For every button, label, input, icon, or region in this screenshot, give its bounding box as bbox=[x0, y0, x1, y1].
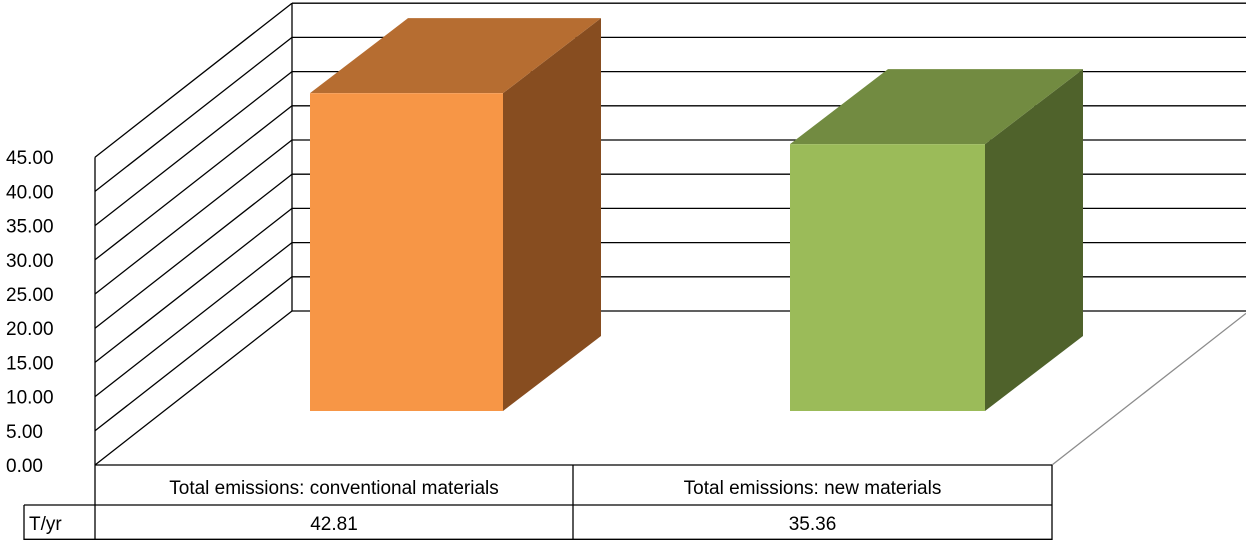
bar-front-face bbox=[310, 93, 503, 412]
side-wall-gridline bbox=[94, 139, 293, 295]
side-wall-gridline bbox=[94, 2, 293, 158]
side-wall-gridline bbox=[94, 173, 293, 329]
data-label: 42.81 bbox=[310, 514, 358, 535]
side-wall-gridline bbox=[94, 105, 293, 261]
bar-top-face bbox=[310, 18, 601, 94]
side-wall-gridline bbox=[94, 36, 293, 192]
floor-edge bbox=[1051, 312, 1246, 466]
y-tick-label: 20.00 bbox=[6, 319, 54, 340]
side-wall-gridline bbox=[94, 310, 293, 466]
category-label: Total emissions: new materials bbox=[684, 478, 942, 499]
y-tick-label: 10.00 bbox=[6, 388, 54, 409]
y-tick-label: 15.00 bbox=[6, 353, 54, 374]
y-tick-label: 5.00 bbox=[6, 422, 43, 443]
y-tick-label: 40.00 bbox=[6, 182, 54, 203]
y-tick-label: 0.00 bbox=[6, 456, 43, 477]
data-table: Total emissions: conventional materials … bbox=[23, 464, 1053, 540]
bars-layer bbox=[310, 18, 1083, 412]
y-tick-label: 45.00 bbox=[6, 148, 54, 169]
data-label: 35.36 bbox=[789, 514, 837, 535]
y-tick-label: 30.00 bbox=[6, 251, 54, 272]
data-table-grid bbox=[23, 464, 1053, 540]
category-label: Total emissions: conventional materials bbox=[169, 478, 499, 499]
y-tick-label: 35.00 bbox=[6, 217, 54, 238]
bar-side-face bbox=[985, 69, 1083, 411]
y-axis-tick-labels: 0.00 5.00 10.00 15.00 20.00 25.00 30.00 … bbox=[6, 148, 54, 477]
bar-top-face bbox=[790, 69, 1083, 145]
bar-front-face bbox=[790, 144, 985, 411]
table-row-header: T/yr bbox=[29, 514, 62, 535]
bar bbox=[790, 69, 1083, 411]
y-tick-label: 25.00 bbox=[6, 285, 54, 306]
bar-side-face bbox=[503, 18, 601, 412]
side-wall-gridline bbox=[94, 242, 293, 398]
side-wall-gridline bbox=[94, 276, 293, 432]
side-wall-gridline bbox=[94, 207, 293, 363]
side-wall-gridline bbox=[94, 71, 293, 227]
bar bbox=[310, 18, 601, 412]
